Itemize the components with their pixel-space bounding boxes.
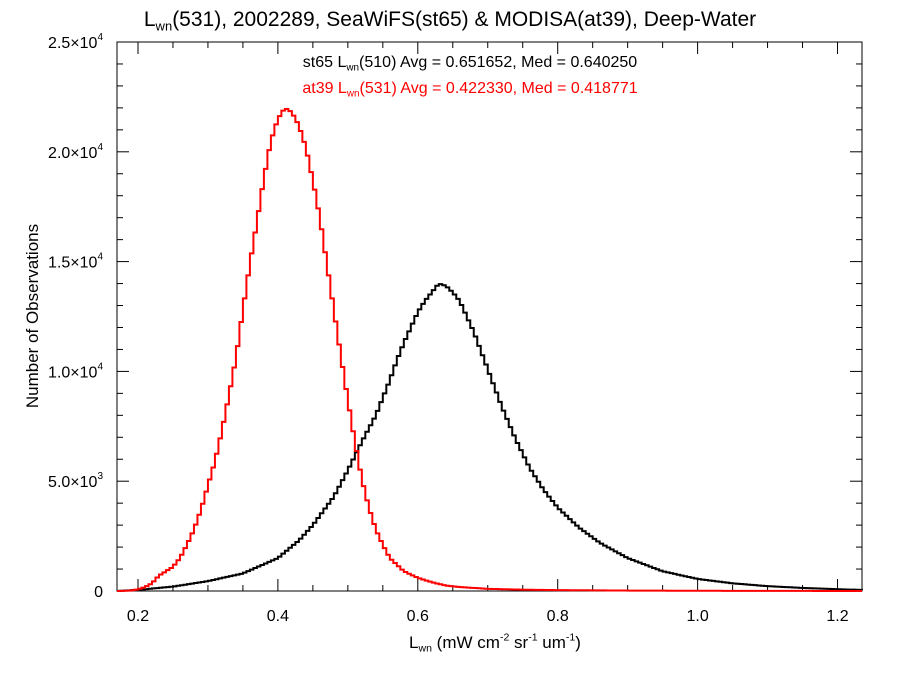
y-tick-label: 0 xyxy=(94,584,103,601)
axis-ticks xyxy=(117,41,862,592)
y-axis-label: Number of Observations xyxy=(23,223,42,409)
histogram-line-at39 xyxy=(117,107,862,592)
histogram-line-st65 xyxy=(117,283,863,592)
chart-title: Lwn(531), 2002289, SeaWiFS(st65) & MODIS… xyxy=(143,8,757,34)
x-tick-label: 0.2 xyxy=(127,608,149,625)
histogram-series xyxy=(117,107,863,592)
plot-frame xyxy=(116,41,863,592)
y-tick-label: 2.0×104 xyxy=(48,142,103,162)
x-tick-label: 1.0 xyxy=(686,608,708,625)
y-tick-label: 1.0×104 xyxy=(48,361,103,381)
axis-tick-labels: 0.2 0.4 0.6 0.8 1.0 1.2 0 5.0×103 1.0×104 1.5×104… xyxy=(48,32,849,625)
x-tick-label: 0.6 xyxy=(407,608,429,625)
y-tick-label: 2.5×104 xyxy=(48,32,103,52)
x-tick-label: 1.2 xyxy=(826,608,848,625)
x-tick-label: 0.8 xyxy=(547,608,569,625)
x-tick-label: 0.4 xyxy=(267,608,289,625)
x-axis-label: Lwn (mW cm-2 sr-1 um-1) xyxy=(409,631,581,655)
y-tick-label: 5.0×103 xyxy=(48,471,103,491)
y-tick-label: 1.5×104 xyxy=(48,252,103,272)
legend-at39-stats: at39 Lwn(531) Avg = 0.422330, Med = 0.41… xyxy=(302,80,638,100)
legend-st65-stats: st65 Lwn(510) Avg = 0.651652, Med = 0.64… xyxy=(302,54,638,74)
